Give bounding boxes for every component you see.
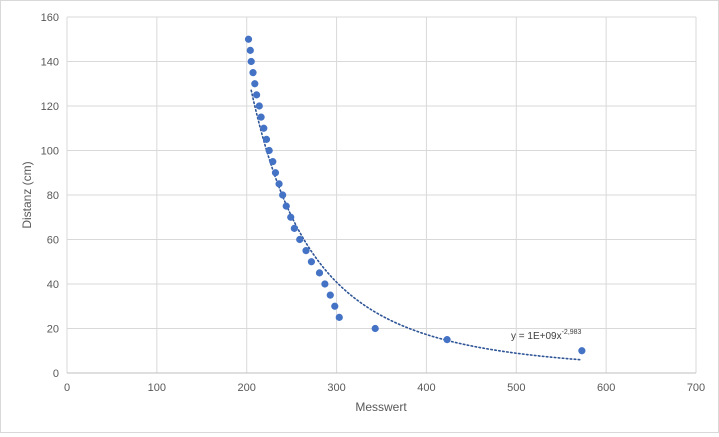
y-tick-label: 120 <box>41 101 59 113</box>
data-point <box>271 169 280 177</box>
data-point <box>279 191 287 199</box>
data-point <box>275 180 283 188</box>
x-tick-label: 300 <box>327 382 345 394</box>
trendline-equation-base: y = 1E+09x <box>511 331 562 342</box>
x-tick-label: 400 <box>417 382 435 394</box>
data-point <box>246 46 254 54</box>
data-point <box>282 202 290 210</box>
x-tick-label: 700 <box>687 382 705 394</box>
data-point <box>247 57 255 66</box>
data-point <box>249 69 257 77</box>
data-point <box>326 291 334 299</box>
trendline-equation: y = 1E+09x-2,983 <box>511 329 582 342</box>
data-point <box>578 347 586 355</box>
data-point <box>262 135 271 143</box>
x-tick-label: 500 <box>507 382 525 394</box>
y-tick-label: 80 <box>47 190 59 202</box>
labels: Messwert Distanz (cm) y = 1E+09x-2,983 <box>20 161 582 414</box>
y-tick-label: 140 <box>41 57 59 69</box>
data-point <box>269 158 277 166</box>
x-tick-label: 100 <box>148 382 166 394</box>
data-point <box>331 302 339 310</box>
axes: 0 100 200 300 400 500 600 700 0 20 40 60 80 100 120 140… <box>41 12 706 394</box>
gridlines <box>66 16 697 373</box>
data-point <box>371 324 379 333</box>
y-tick-label: 0 <box>53 368 59 380</box>
data-point <box>302 247 310 255</box>
data-point <box>265 146 273 155</box>
y-tick-label: 160 <box>41 12 59 24</box>
data-points <box>244 35 586 355</box>
trendline <box>250 89 583 361</box>
data-point <box>252 91 261 99</box>
data-point <box>255 102 263 110</box>
x-axis-title: Messwert <box>355 400 407 414</box>
data-point <box>287 213 295 221</box>
data-point <box>307 258 316 266</box>
data-point <box>315 269 324 277</box>
y-axis-title: Distanz (cm) <box>20 161 34 228</box>
data-point <box>290 224 298 232</box>
trendline-equation-exponent: -2,983 <box>562 329 582 336</box>
x-tick-label: 600 <box>597 382 615 394</box>
data-point <box>296 235 304 244</box>
data-point <box>321 280 329 288</box>
x-tick-label: 200 <box>238 382 256 394</box>
data-point <box>335 313 343 321</box>
data-point <box>260 124 268 132</box>
trendline-path <box>250 89 583 361</box>
y-tick-label: 40 <box>47 279 59 291</box>
y-tick-label: 100 <box>41 146 59 158</box>
y-tick-label: 20 <box>47 324 59 336</box>
y-tick-label: 60 <box>47 235 59 247</box>
x-tick-label: 0 <box>64 382 70 394</box>
data-point <box>244 35 253 43</box>
data-point <box>257 113 265 121</box>
data-point <box>251 80 259 88</box>
data-point <box>443 336 451 344</box>
